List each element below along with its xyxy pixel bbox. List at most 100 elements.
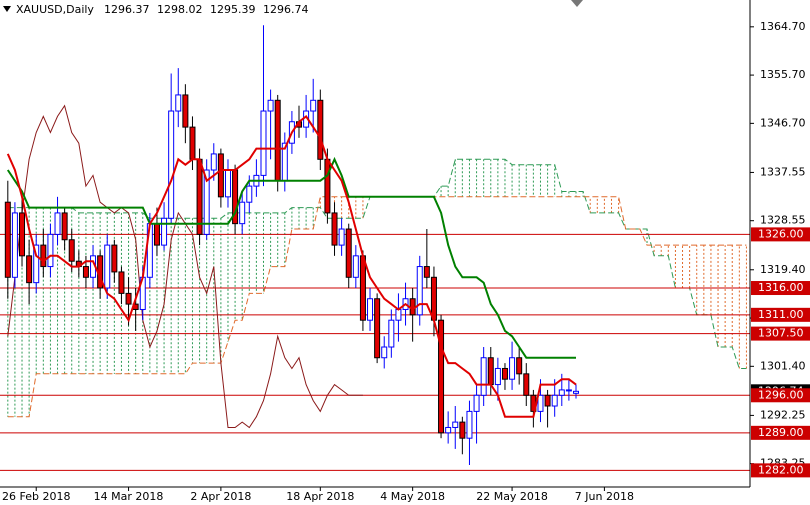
level-label: 1307.50 [758,327,804,340]
candle-body [430,276,437,321]
candle-body [47,233,54,268]
candle-body [267,99,274,112]
candle-body [551,394,558,407]
level-label-box [751,307,810,322]
candle-body [317,99,324,160]
indicator-line [6,114,577,418]
candle-body [509,357,516,380]
candle-body [125,292,132,305]
candle-body [11,212,18,278]
level-label-box [751,388,810,403]
low-price: 1295.39 [210,3,256,16]
candle-body [438,319,445,434]
candle-body [68,239,75,262]
candle-body [338,228,345,246]
x-tick-label: 22 May 2018 [476,490,548,503]
candle-body [480,357,487,396]
candle-body [416,266,423,316]
level-label: 1289.00 [758,426,804,439]
x-tick-label: 26 Feb 2018 [2,490,70,503]
candle-body [168,110,175,219]
candle-body [40,244,47,268]
candle-body [423,266,430,278]
level-label: 1316.00 [758,281,804,294]
candle-body [153,223,160,246]
candle-body [4,201,11,278]
candle-body [487,357,494,386]
candle-body [352,255,359,278]
level-label-box [751,463,810,478]
candle-body [246,185,253,203]
level-label: 1282.00 [758,463,804,476]
header: XAUUSD,Daily 1296.37 1298.02 1295.39 129… [16,3,309,16]
candle-body [182,94,189,128]
y-tick-label: 1328.55 [760,214,806,227]
y-tick-label: 1292.25 [760,408,806,421]
candle-body [217,153,224,198]
close-price: 1296.74 [263,3,309,16]
candle-body [203,169,210,235]
candle-body [82,266,89,278]
level-label-box [751,326,810,341]
candle-body [345,228,352,278]
candle-body [537,394,544,412]
candle-body [367,298,374,321]
candle-body [111,244,118,273]
level-label-box [751,281,810,296]
candle-body [239,201,246,225]
level-label: 1326.00 [758,227,804,240]
candle-body [565,389,572,392]
candle-body [260,110,267,176]
candle-body [331,212,338,246]
x-tick-label: 14 Mar 2018 [94,490,164,503]
y-tick-label: 1319.40 [760,263,806,276]
candle-body [61,212,68,241]
y-tick-label: 1337.55 [760,165,806,178]
candle-body [388,319,395,348]
level-label-box [751,227,810,242]
x-tick-label: 4 May 2018 [380,490,445,503]
menu-arrow[interactable] [3,6,11,12]
candle-body [224,169,231,198]
candle-body [54,212,61,235]
candle-body [175,94,182,112]
y-tick-label: 1355.70 [760,68,806,81]
candle-body [118,271,125,294]
plot-area [0,25,750,471]
level-label-box [751,425,810,440]
symbol: XAUUSD,Daily [16,3,94,16]
candle-body [445,426,452,434]
candle-body [374,298,381,359]
candle-body [494,367,501,386]
candle-body [395,308,402,321]
candle-body [466,410,473,439]
candle-body [409,298,416,316]
x-tick-label: 2 Apr 2018 [190,490,251,503]
candle-body [572,390,579,394]
candle-body [274,99,281,182]
y-tick-label: 1301.40 [760,359,806,372]
shift-marker [571,0,583,7]
axes: 1364.70 1355.70 1346.70 1337.55 1328.55 1319.… [2,20,810,503]
indicator-line [6,156,576,359]
level-label: 1311.00 [758,308,804,321]
y-tick-label: 1364.70 [760,20,806,33]
candle-body [189,126,196,160]
candle-body [26,255,33,284]
candle-body [104,244,111,289]
candle-body [501,367,508,380]
candle-body [523,373,530,396]
candle-body [558,389,565,396]
candle-body [381,346,388,359]
open-price: 1296.37 [104,3,150,16]
candle-body [544,394,551,407]
candle-body [516,357,523,375]
candle-body [324,158,331,214]
candle-body [359,255,366,321]
level-label: 1296.00 [758,388,804,401]
candle-body [459,421,466,439]
x-tick-label: 7 Jun 2018 [575,490,634,503]
candle-body [310,99,317,112]
